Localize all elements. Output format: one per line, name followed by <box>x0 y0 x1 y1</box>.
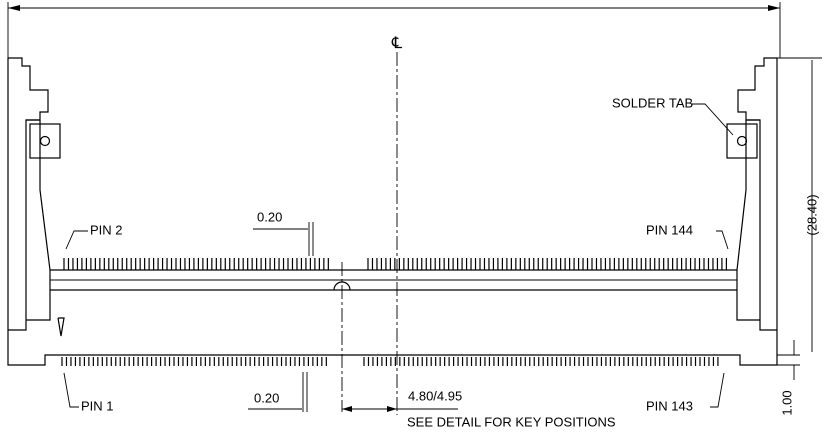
dimension-text: 4.80/4.95 <box>408 388 462 403</box>
callout-text: PIN 143 <box>646 398 693 413</box>
latch <box>736 120 760 321</box>
body-outline <box>8 57 49 331</box>
tab-hole <box>736 135 748 147</box>
pin1-marker <box>57 317 65 337</box>
body-outline <box>7 58 778 366</box>
dimension-text: (28.40) <box>804 194 819 235</box>
key-notch <box>333 281 351 291</box>
leader <box>63 372 79 408</box>
callout-text: PIN 144 <box>646 222 693 237</box>
leader <box>716 230 729 250</box>
leader <box>692 103 734 136</box>
tab-hole <box>39 135 51 147</box>
solder-tab <box>29 123 61 159</box>
callout-text: SOLDER TAB <box>612 95 693 110</box>
dimension-text: 1.00 <box>779 390 794 415</box>
solder-tab <box>726 123 758 159</box>
dimension-text: 0.20 <box>254 390 279 405</box>
centerline-label: ℄ <box>391 35 403 52</box>
callout-text: PIN 2 <box>90 222 123 237</box>
leader <box>65 230 88 250</box>
leader <box>710 372 725 408</box>
body-outline <box>737 57 777 331</box>
dimension-text: 0.20 <box>257 209 282 224</box>
note-text: SEE DETAIL FOR KEY POSITIONS <box>407 414 616 429</box>
callout-text: PIN 1 <box>81 398 114 413</box>
latch <box>26 120 51 321</box>
